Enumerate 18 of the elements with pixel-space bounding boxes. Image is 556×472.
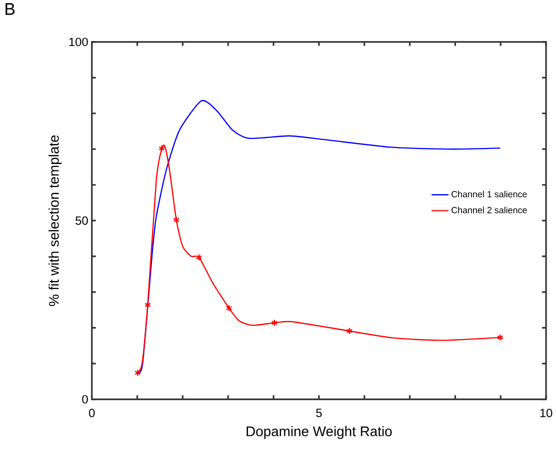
x-tick-label: 0 xyxy=(88,408,95,418)
point xyxy=(271,319,278,326)
legend-label: Channel 1 salience xyxy=(452,190,527,198)
point xyxy=(346,327,353,335)
point xyxy=(226,304,232,312)
point xyxy=(144,301,151,308)
x-tick-label: 5 xyxy=(316,408,322,418)
y-tick-label: 50 xyxy=(76,216,88,225)
text: B xyxy=(6,3,15,15)
y-tick-label: 100 xyxy=(69,38,88,46)
point xyxy=(173,216,180,224)
point xyxy=(158,144,165,152)
x-axis-title: Dopamine Weight Ratio xyxy=(246,426,392,439)
point xyxy=(196,254,202,261)
x-tick-label: 10 xyxy=(540,408,552,418)
y-axis-title: % fit with selection template xyxy=(48,135,62,306)
y-tick-label: 0 xyxy=(82,394,88,404)
legend-label: Channel 2 salience xyxy=(452,206,527,214)
